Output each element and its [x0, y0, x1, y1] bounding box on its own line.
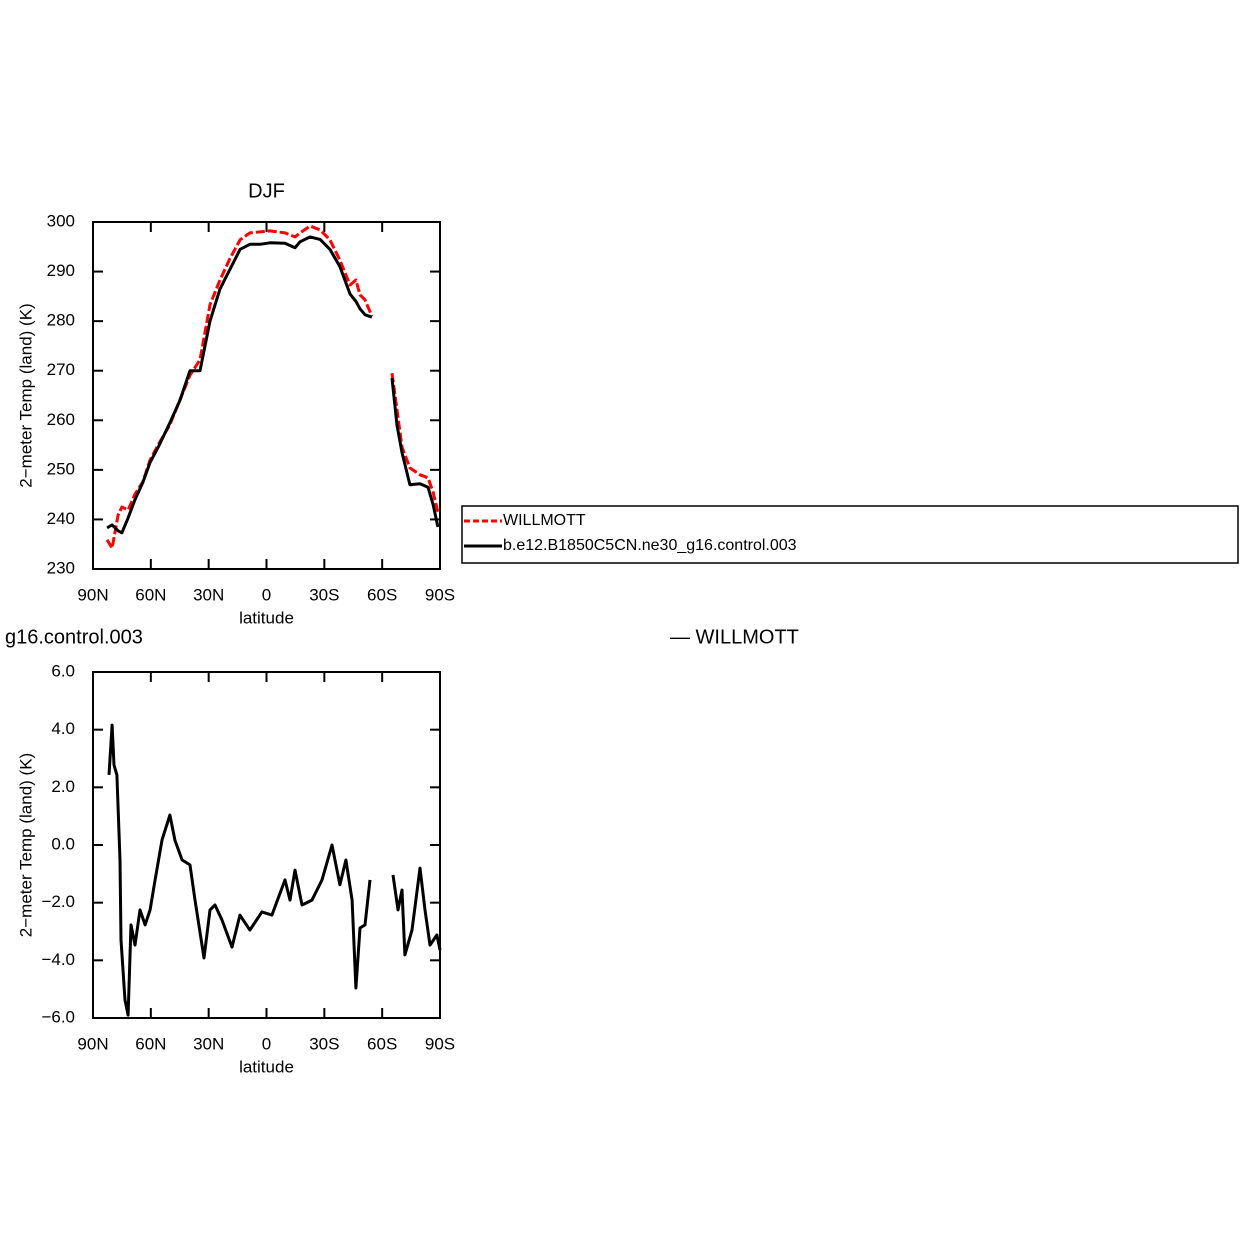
data-line — [105, 224, 440, 550]
chart-title: DJF — [248, 180, 285, 202]
x-tick-label: 90S — [425, 1034, 455, 1053]
x-tick-label: 90N — [77, 585, 108, 604]
y-axis-label: 2−meter Temp (land) (K) — [16, 303, 35, 487]
y-tick-label: 240 — [47, 509, 75, 528]
y-tick-label: 300 — [47, 211, 75, 230]
legend-label: b.e12.B1850C5CN.ne30_g16.control.003 — [503, 537, 797, 554]
x-tick-label: 30S — [309, 1034, 339, 1053]
y-tick-label: 0.0 — [51, 834, 75, 853]
data-line — [106, 235, 440, 535]
x-tick-label: 90N — [77, 1034, 108, 1053]
y-tick-label: 260 — [47, 410, 75, 429]
x-tick-label: 30S — [309, 585, 339, 604]
y-tick-label: 2.0 — [51, 777, 75, 796]
y-tick-label: 230 — [47, 558, 75, 577]
y-tick-label: 4.0 — [51, 719, 75, 738]
left-string: g16.control.003 — [5, 626, 143, 648]
x-axis-label: latitude — [239, 1057, 294, 1076]
data-line — [107, 723, 442, 1017]
y-tick-label: 6.0 — [51, 661, 75, 680]
legend-label: WILLMOTT — [503, 512, 586, 529]
y-tick-label: 250 — [47, 459, 75, 478]
x-tick-label: 30N — [193, 1034, 224, 1053]
y-axis-label: 2−meter Temp (land) (K) — [16, 753, 35, 937]
plot-frame — [92, 671, 441, 1019]
right-string: — WILLMOTT — [670, 626, 799, 648]
x-tick-label: 60S — [367, 1034, 397, 1053]
legend-box — [461, 505, 1239, 564]
y-tick-label: 290 — [47, 261, 75, 280]
plot-frame — [92, 221, 441, 570]
y-tick-label: 280 — [47, 311, 75, 330]
x-tick-label: 60N — [135, 585, 166, 604]
y-tick-label: −4.0 — [41, 950, 75, 969]
x-axis-label: latitude — [239, 608, 294, 627]
x-tick-label: 90S — [425, 585, 455, 604]
x-tick-label: 0 — [262, 1034, 271, 1053]
x-tick-label: 60N — [135, 1034, 166, 1053]
y-tick-label: 270 — [47, 360, 75, 379]
y-tick-label: −6.0 — [41, 1007, 75, 1026]
x-tick-label: 30N — [193, 585, 224, 604]
y-tick-label: −2.0 — [41, 892, 75, 911]
x-tick-label: 60S — [367, 585, 397, 604]
x-tick-label: 0 — [262, 585, 271, 604]
